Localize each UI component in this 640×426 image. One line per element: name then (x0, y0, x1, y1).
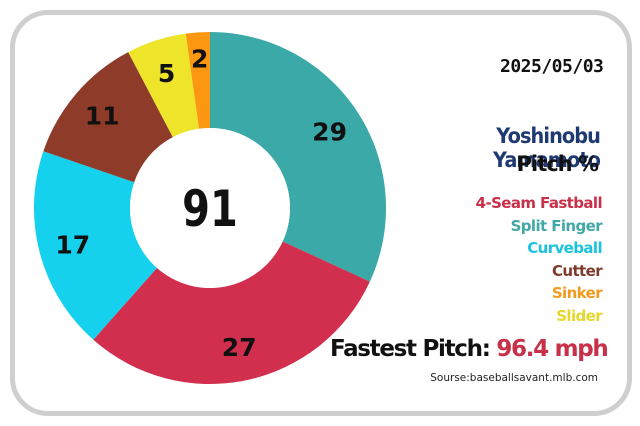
slice-curveball (34, 151, 157, 340)
slice-value-cutter: 11 (85, 102, 120, 131)
slice-value-split-finger: 29 (312, 117, 347, 146)
fastest-pitch-label: Fastest Pitch: (330, 336, 491, 362)
slice-sinker (185, 32, 210, 129)
donut-hole (130, 128, 290, 288)
legend-item-slider: Slider (556, 306, 602, 325)
fastest-pitch-value: 96.4 mph (496, 336, 608, 362)
slice-slider (128, 33, 199, 138)
legend-item-split-finger: Split Finger (510, 216, 603, 235)
slice-cutter (43, 52, 173, 183)
slice-value-slider: 5 (158, 59, 175, 88)
pitcher-name: Yoshinobu Yamamoto (493, 124, 601, 172)
center-total-label: 91 (182, 180, 238, 239)
source-credit: Sourse:baseballsavant.mlb.com (430, 372, 598, 384)
slice-split-finger (210, 32, 387, 282)
legend-item-curveball: Curveball (527, 239, 602, 257)
legend-item-sinker: Sinker (551, 284, 603, 302)
slice-4-seam-fastball (93, 241, 370, 385)
chart-subtitle: Pitch % (516, 152, 599, 176)
slice-value-curveball: 17 (55, 230, 90, 259)
legend-item-cutter: Cutter (552, 261, 603, 280)
legend-item-4-seam-fastball: 4-Seam Fastball (475, 194, 603, 212)
date-label: 2025/05/03 (500, 56, 604, 77)
slice-value-4-seam-fastball: 27 (222, 333, 257, 362)
slice-value-sinker: 2 (191, 44, 208, 73)
fastest-pitch: Fastest Pitch: 96.4 mph (330, 336, 609, 362)
legend: 4-Seam Fastball Split Finger Curveball C… (430, 192, 603, 327)
